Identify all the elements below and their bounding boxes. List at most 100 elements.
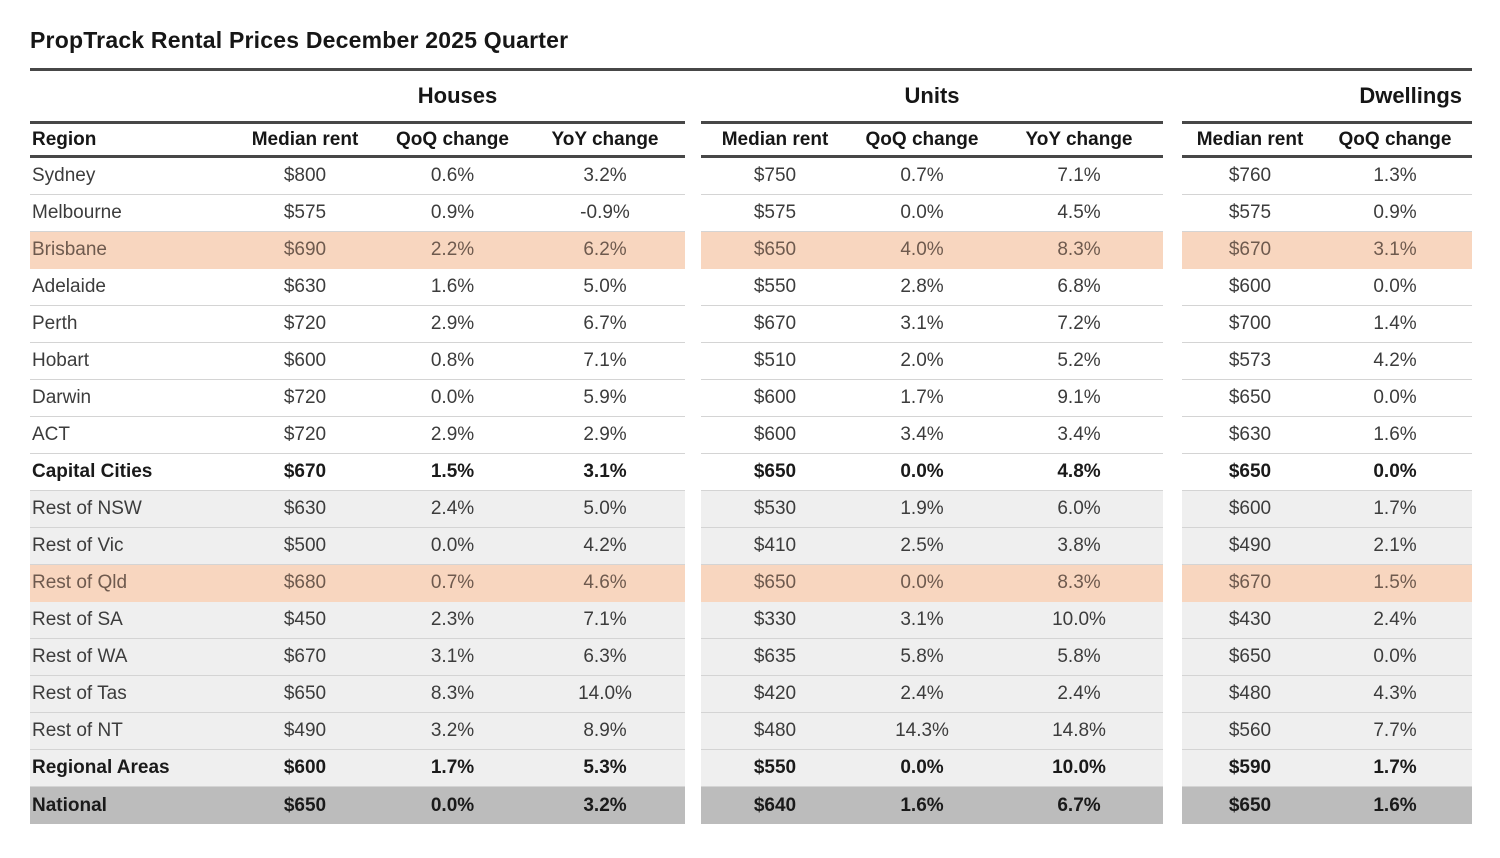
group-gap-spacer: [685, 158, 701, 195]
units-qoq-change-cell: 2.5%: [849, 528, 995, 565]
units-median-rent-cell: $650: [701, 565, 849, 602]
houses-yoy-change-cell: 2.9%: [525, 417, 685, 454]
group-gap-spacer: [685, 750, 701, 787]
units-yoy-change-cell: 10.0%: [995, 750, 1163, 787]
dwellings-qoq-change-cell: 0.9%: [1318, 195, 1472, 232]
units-yoy-change-header: YoY change: [1025, 128, 1133, 150]
houses-median-rent-cell: $630: [230, 491, 380, 528]
dwellings-median-rent-cell: $600: [1182, 269, 1318, 306]
units-qoq-change-cell: 4.0%: [849, 232, 995, 269]
dwellings-median-rent-cell: $490: [1182, 528, 1318, 565]
dwellings-qoq-change-cell: 1.3%: [1318, 158, 1472, 195]
header-bottom-rule: [30, 155, 1472, 158]
group-gap-spacer: [1163, 269, 1182, 306]
houses-qoq-change-cell: 0.9%: [380, 195, 525, 232]
units-qoq-change-cell: 1.9%: [849, 491, 995, 528]
houses-qoq-change-cell: 3.2%: [380, 713, 525, 750]
group-gap-spacer: [1163, 602, 1182, 639]
dwellings-median-rent-cell: $575: [1182, 195, 1318, 232]
houses-qoq-change-cell: 0.0%: [380, 380, 525, 417]
units-qoq-change-cell: 0.0%: [849, 195, 995, 232]
units-median-rent-cell: $480: [701, 713, 849, 750]
units-median-rent-cell: $600: [701, 380, 849, 417]
group-gap-spacer: [685, 639, 701, 676]
region-cell: Adelaide: [30, 269, 230, 306]
region-cell: National: [30, 787, 230, 824]
houses-yoy-change-cell: 5.0%: [525, 269, 685, 306]
region-cell: Perth: [30, 306, 230, 343]
houses-yoy-change-cell: -0.9%: [525, 195, 685, 232]
units-median-rent-cell: $650: [701, 454, 849, 491]
houses-median-rent-cell: $680: [230, 565, 380, 602]
houses-yoy-change-cell: 5.3%: [525, 750, 685, 787]
houses-qoq-change-cell: 1.6%: [380, 269, 525, 306]
group-header-row: Houses Units Dwellings: [30, 71, 1472, 121]
table-row-hobart: Hobart $600 0.8% 7.1% $510 2.0% 5.2% $573 4.2%: [30, 343, 1472, 380]
units-yoy-change-cell: 14.8%: [995, 713, 1163, 750]
dwellings-median-rent-cell: $670: [1182, 565, 1318, 602]
region-cell: Brisbane: [30, 232, 230, 269]
group-header-units: Units: [904, 83, 960, 108]
region-cell: Rest of Qld: [30, 565, 230, 602]
houses-yoy-change-header: YoY change: [551, 128, 659, 150]
table-row-adelaide: Adelaide $630 1.6% 5.0% $550 2.8% 6.8% $600 0.0%: [30, 269, 1472, 306]
dwellings-qoq-change-cell: 2.4%: [1318, 602, 1472, 639]
region-cell: Rest of WA: [30, 639, 230, 676]
units-median-rent-header: Median rent: [721, 128, 829, 150]
dwellings-qoq-change-header: QoQ change: [1338, 128, 1452, 150]
houses-yoy-change-cell: 4.6%: [525, 565, 685, 602]
dwellings-median-rent-cell: $760: [1182, 158, 1318, 195]
region-cell: Melbourne: [30, 195, 230, 232]
dwellings-median-rent-cell: $670: [1182, 232, 1318, 269]
units-qoq-change-cell: 3.4%: [849, 417, 995, 454]
group-gap-spacer: [1163, 528, 1182, 565]
houses-qoq-change-cell: 8.3%: [380, 676, 525, 713]
region-cell: Darwin: [30, 380, 230, 417]
units-qoq-change-cell: 3.1%: [849, 306, 995, 343]
houses-yoy-change-cell: 5.9%: [525, 380, 685, 417]
houses-median-rent-cell: $575: [230, 195, 380, 232]
houses-qoq-change-cell: 0.8%: [380, 343, 525, 380]
group-gap-spacer: [1163, 343, 1182, 380]
houses-median-rent-cell: $720: [230, 306, 380, 343]
group-gap-spacer: [685, 528, 701, 565]
rule-segment: [701, 121, 1163, 124]
group-gap-spacer: [1163, 491, 1182, 528]
units-yoy-change-cell: 3.8%: [995, 528, 1163, 565]
table-row-act: ACT $720 2.9% 2.9% $600 3.4% 3.4% $630 1.6%: [30, 417, 1472, 454]
group-gap-spacer: [685, 565, 701, 602]
houses-yoy-change-cell: 6.2%: [525, 232, 685, 269]
dwellings-qoq-change-cell: 1.6%: [1318, 787, 1472, 824]
units-yoy-change-cell: 2.4%: [995, 676, 1163, 713]
header-top-rule: [30, 121, 1472, 124]
group-gap-spacer: [685, 306, 701, 343]
group-gap-spacer: [685, 269, 701, 306]
table-body: Sydney $800 0.6% 3.2% $750 0.7% 7.1% $760 1.3% Me…: [30, 158, 1472, 824]
table-row-regional-areas: Regional Areas $600 1.7% 5.3% $550 0.0% 10.0% $…: [30, 750, 1472, 787]
units-yoy-change-cell: 7.2%: [995, 306, 1163, 343]
units-yoy-change-cell: 9.1%: [995, 380, 1163, 417]
houses-median-rent-cell: $800: [230, 158, 380, 195]
dwellings-median-rent-header: Median rent: [1196, 128, 1304, 150]
group-gap-spacer: [685, 343, 701, 380]
table-row-rest-of-wa: Rest of WA $670 3.1% 6.3% $635 5.8% 5.8% $650 0.…: [30, 639, 1472, 676]
dwellings-qoq-change-cell: 4.3%: [1318, 676, 1472, 713]
houses-qoq-change-cell: 2.2%: [380, 232, 525, 269]
houses-median-rent-cell: $500: [230, 528, 380, 565]
dwellings-median-rent-cell: $573: [1182, 343, 1318, 380]
dwellings-median-rent-cell: $630: [1182, 417, 1318, 454]
table-row-perth: Perth $720 2.9% 6.7% $670 3.1% 7.2% $700 1.4%: [30, 306, 1472, 343]
units-median-rent-cell: $670: [701, 306, 849, 343]
group-gap-spacer: [1163, 454, 1182, 491]
units-median-rent-cell: $635: [701, 639, 849, 676]
units-qoq-change-cell: 3.1%: [849, 602, 995, 639]
region-column-header: Region: [32, 128, 97, 150]
houses-median-rent-cell: $690: [230, 232, 380, 269]
rule-segment: [1182, 155, 1472, 158]
units-median-rent-cell: $640: [701, 787, 849, 824]
group-gap-spacer: [1163, 158, 1182, 195]
table-row-rest-of-nsw: Rest of NSW $630 2.4% 5.0% $530 1.9% 6.0% $600 1…: [30, 491, 1472, 528]
dwellings-qoq-change-cell: 1.6%: [1318, 417, 1472, 454]
dwellings-qoq-change-cell: 3.1%: [1318, 232, 1472, 269]
units-qoq-change-header: QoQ change: [865, 128, 979, 150]
